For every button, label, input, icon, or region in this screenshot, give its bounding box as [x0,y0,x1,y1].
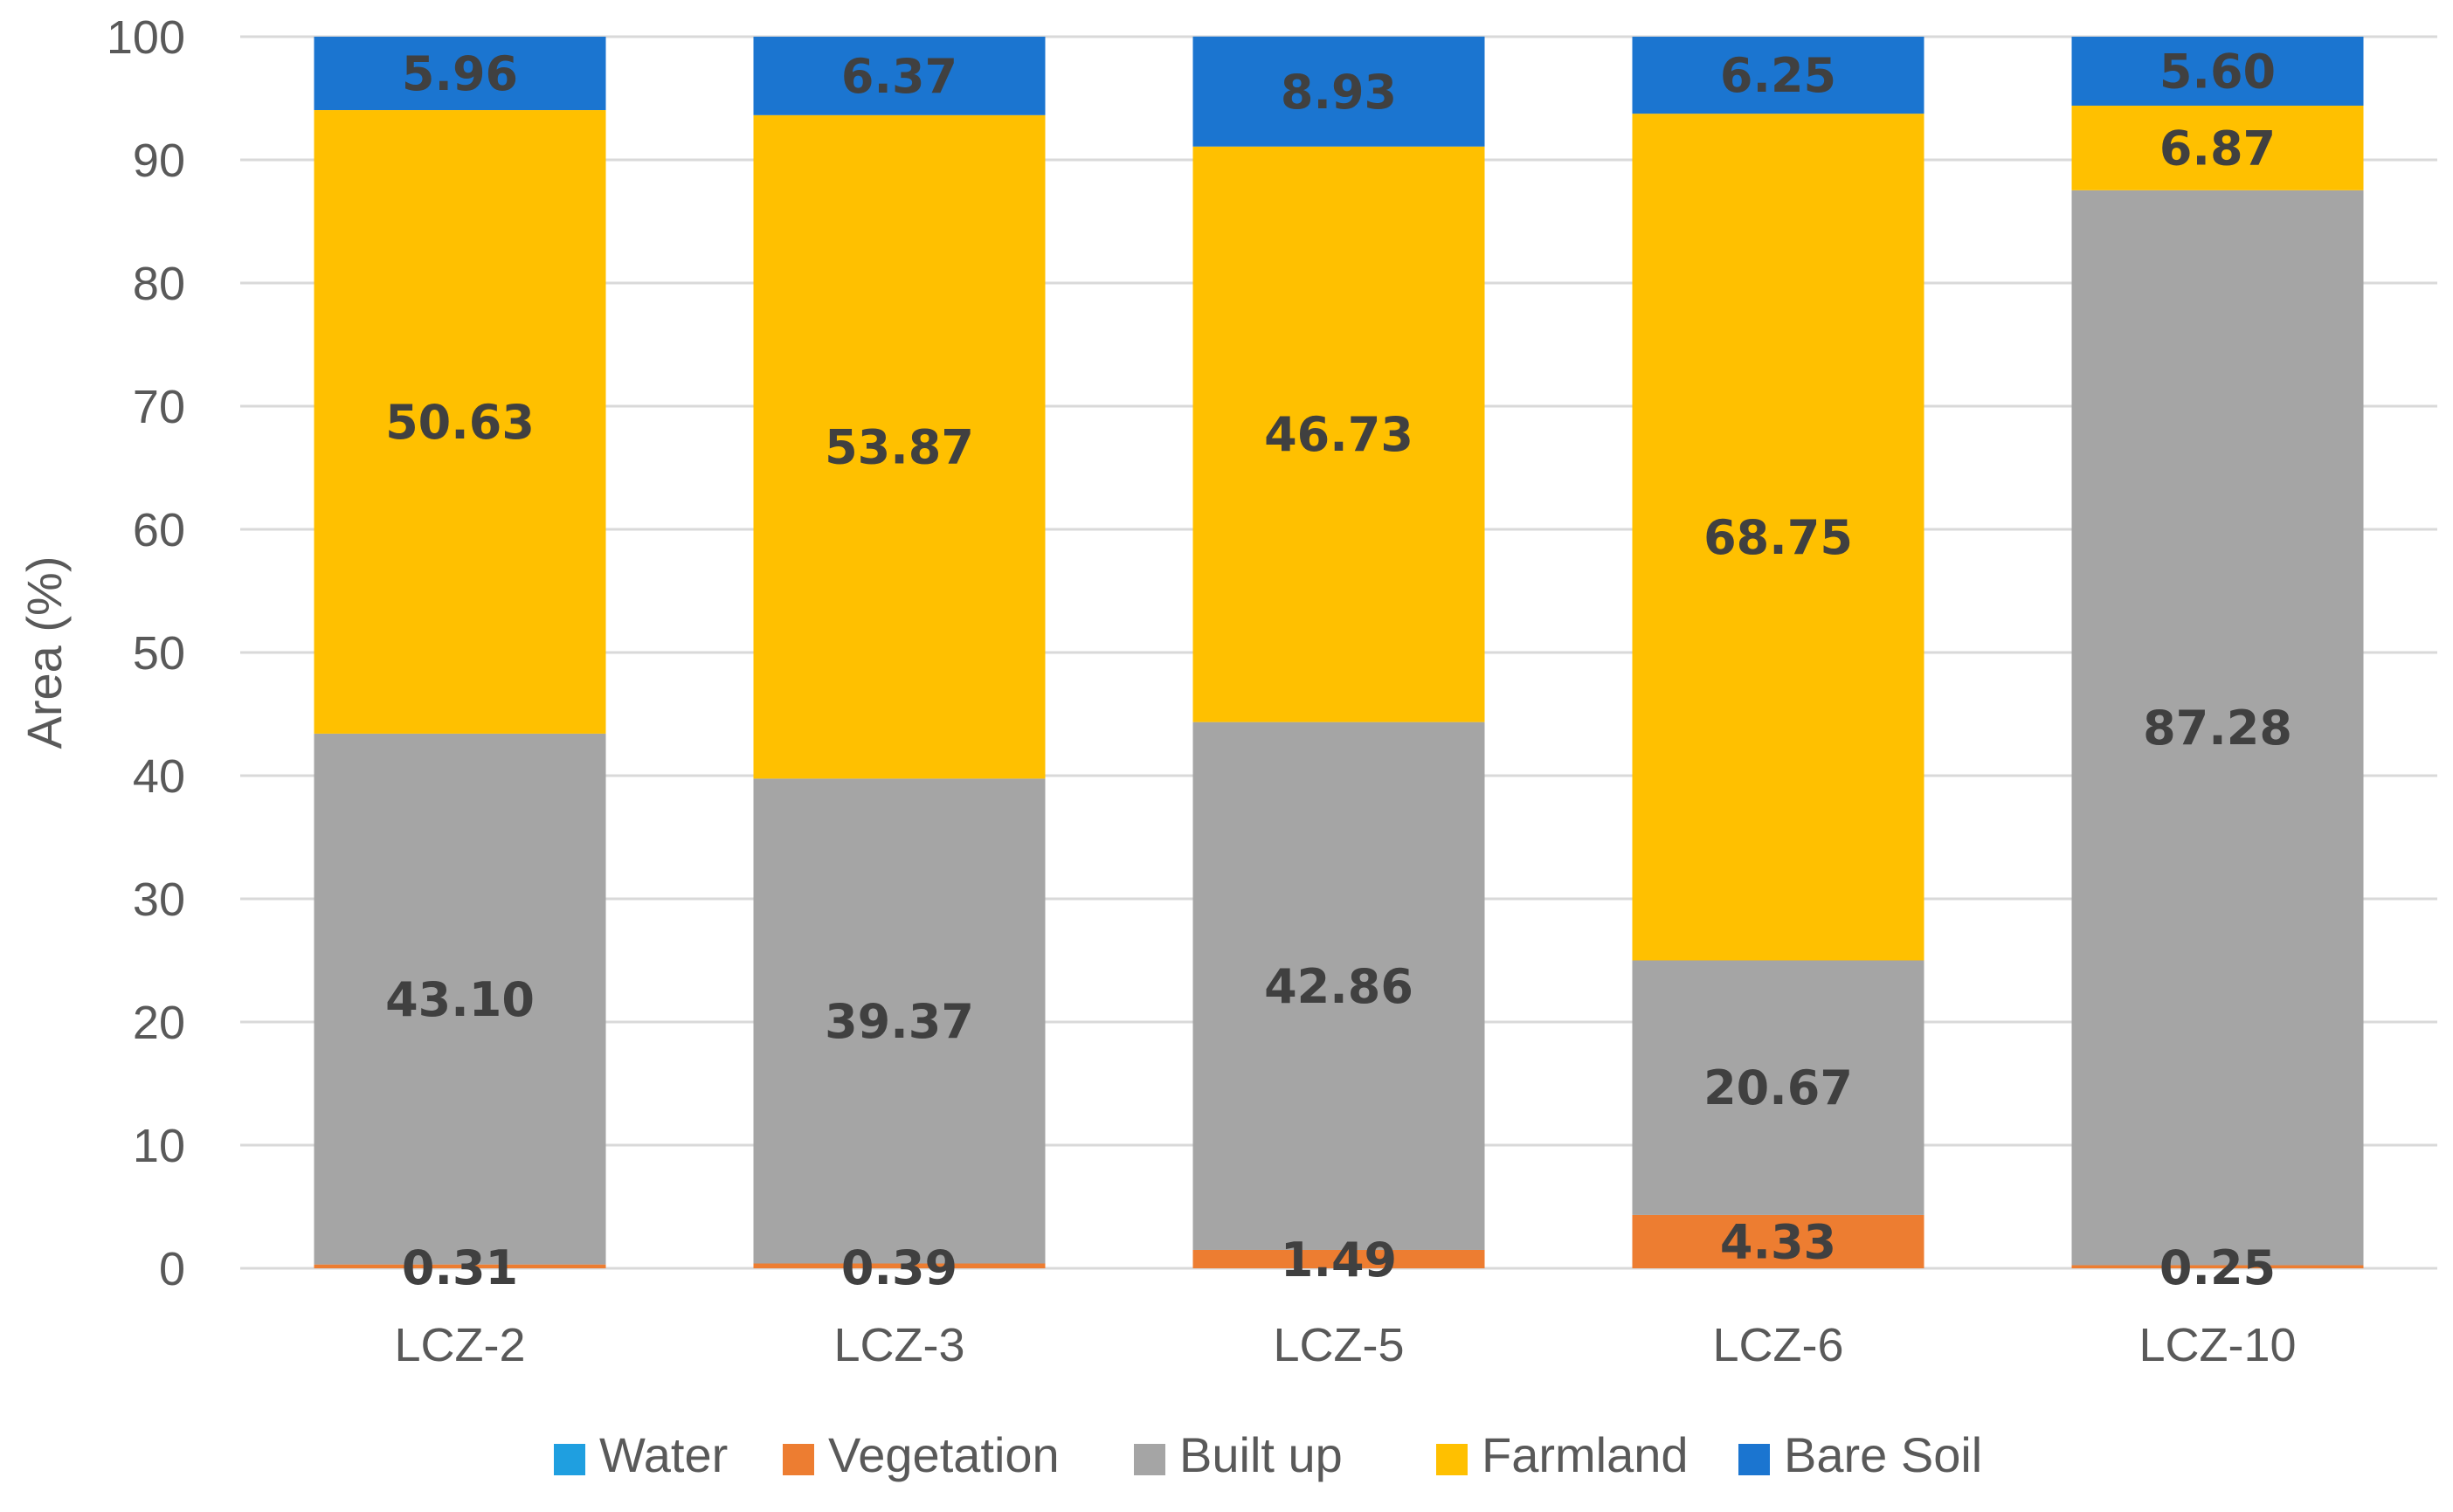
axes: 0 10 20 30 40 50 60 70 80 90 100 Area (%) LCZ-2 LCZ-3… [17,11,2297,1371]
bar-segment-vegetation [753,1263,1046,1268]
data-label: 0.25 [2159,1240,2276,1295]
bar-segment-farmland [1192,146,1485,722]
legend-swatch-farmland [1436,1444,1468,1475]
bar-segment-built-up [1192,721,1485,1250]
y-tick-label: 100 [107,11,185,64]
bar-segment-bare-soil [2071,37,2364,106]
bar-segment-built-up [314,733,606,1265]
data-label: 50.63 [385,395,535,450]
y-tick-label: 10 [133,1120,185,1172]
x-tick-label: LCZ-5 [1273,1319,1404,1371]
y-tick-label: 80 [133,258,185,310]
y-tick-label: 50 [133,627,185,680]
y-tick-label: 30 [133,873,185,926]
data-label: 87.28 [2143,701,2292,756]
data-label: 46.73 [1264,407,1413,462]
bar-segment-bare-soil [314,37,606,111]
bar-segment-farmland [2071,105,2364,190]
bar-segment-vegetation [1192,1249,1485,1268]
y-axis-title: Area (%) [17,556,72,749]
legend-label: Water [599,1427,728,1482]
bar-segment-vegetation [2071,1265,2364,1268]
x-tick-label: LCZ-3 [833,1319,964,1371]
bar-segment-bare-soil [1192,36,1485,147]
data-label: 68.75 [1703,510,1853,565]
bar-segment-vegetation [1632,1214,1924,1268]
data-label: 4.33 [1720,1214,1836,1269]
y-tick-label: 0 [159,1243,185,1295]
y-tick-label: 20 [133,997,185,1049]
legend-swatch-vegetation [783,1444,814,1475]
legend-label: Vegetation [828,1427,1060,1482]
y-tick-label: 70 [133,381,185,433]
y-tick-label: 90 [133,135,185,187]
data-label: 6.87 [2159,121,2276,176]
data-label: 1.49 [1281,1232,1397,1288]
legend-label: Bare Soil [1784,1427,1982,1482]
bar-segment-farmland [1632,114,1924,961]
data-label: 8.93 [1281,65,1397,120]
y-tick-label: 40 [133,750,185,803]
legend-swatch-bare-soil [1738,1444,1770,1475]
data-label: 6.37 [841,49,957,104]
bar-segment-farmland [314,110,606,734]
bar-segment-vegetation [314,1264,606,1268]
data-label: 0.31 [402,1240,518,1295]
data-label: 0.39 [841,1240,957,1295]
data-label: 6.25 [1720,48,1836,103]
data-label: 39.37 [825,994,974,1049]
legend-label: Farmland [1482,1427,1689,1482]
data-label: 5.60 [2159,44,2276,99]
data-label: 20.67 [1703,1060,1853,1115]
data-label: 43.10 [385,972,535,1027]
legend: Water Vegetation Built up Farmland Bare Soil [554,1427,1982,1482]
x-tick-label: LCZ-2 [394,1319,525,1371]
data-label: 5.96 [402,46,518,101]
data-label: 42.86 [1264,959,1413,1014]
bar-segment-bare-soil [1632,37,1924,114]
legend-label: Built up [1179,1427,1343,1482]
bar-segment-built-up [1632,960,1924,1215]
bar-segment-bare-soil [753,37,1046,115]
x-tick-label: LCZ-6 [1712,1319,1843,1371]
bar-segment-built-up [753,778,1046,1264]
y-tick-label: 60 [133,504,185,556]
data-labels: 0.31 43.10 50.63 5.96 0.39 39.37 53.87 6.37 1.49… [385,44,2292,1295]
data-label: 53.87 [825,420,974,475]
bar-segment-built-up [2071,190,2364,1266]
bars [314,36,2364,1268]
bar-segment-farmland [753,114,1046,779]
legend-swatch-built-up [1134,1444,1165,1475]
x-tick-label: LCZ-10 [2139,1319,2296,1371]
legend-swatch-water [554,1444,585,1475]
